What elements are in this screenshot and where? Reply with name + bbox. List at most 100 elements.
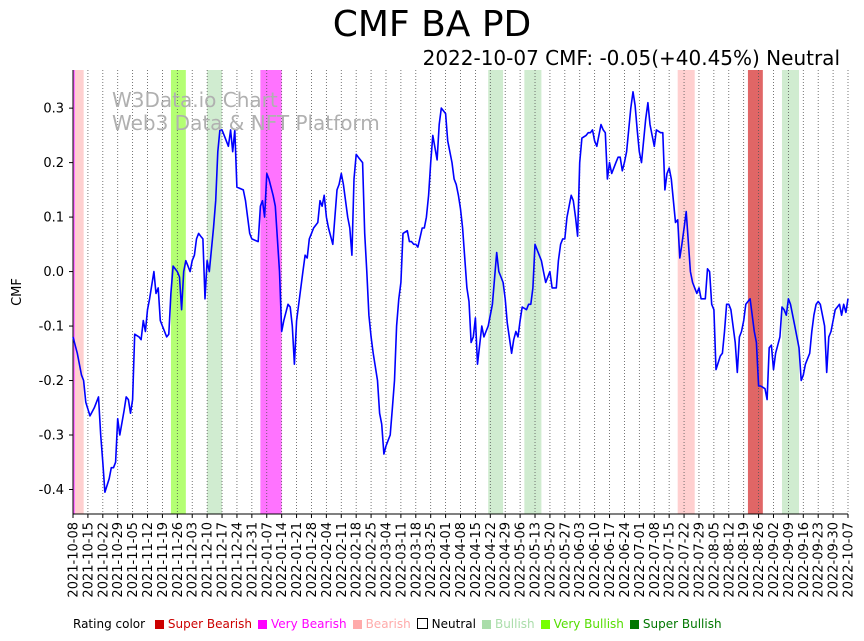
x-tick-label: 2022-05-13 — [529, 522, 544, 598]
x-tick-label: 2022-06-03 — [573, 522, 588, 598]
x-tick-label: 2021-10-29 — [111, 522, 126, 598]
x-tick-label: 2022-05-27 — [558, 522, 573, 598]
y-tick-label: -0.3 — [39, 429, 64, 444]
x-tick-label: 2022-08-26 — [752, 522, 767, 598]
x-tick-label: 2022-02-18 — [350, 522, 365, 598]
x-tick-label: 2021-12-31 — [245, 522, 260, 598]
rating-band-bullish — [781, 70, 800, 514]
y-tick-label: -0.2 — [39, 374, 64, 389]
x-tick-label: 2021-10-08 — [67, 522, 82, 598]
chart-subtitle: 2022-10-07 CMF: -0.05(+40.45%) Neutral — [422, 46, 840, 70]
cmf-series-line — [72, 91, 849, 494]
x-tick-label: 2022-07-29 — [692, 522, 707, 598]
x-tick-label: 2022-04-01 — [439, 522, 454, 598]
x-tick-label: 2022-09-30 — [827, 522, 842, 598]
y-tick-label: 0.3 — [43, 102, 64, 117]
legend-item-super-bearish: Super Bearish — [154, 617, 252, 631]
x-tick-label: 2022-07-15 — [663, 522, 678, 598]
legend-swatch — [352, 620, 362, 629]
legend-item-bullish: Bullish — [481, 617, 535, 631]
legend-item-label: Bullish — [494, 617, 535, 631]
x-tick-label: 2022-09-16 — [797, 522, 812, 598]
legend-swatch — [257, 620, 267, 629]
x-tick-label: 2022-06-10 — [588, 522, 603, 598]
x-tick-label: 2021-12-03 — [186, 522, 201, 598]
x-tick-label: 2022-09-09 — [782, 522, 797, 598]
x-tick-label: 2022-06-17 — [603, 522, 618, 598]
x-tick-label: 2022-04-08 — [454, 522, 469, 598]
legend-item-label: Super Bullish — [642, 617, 722, 631]
x-tick-label: 2022-08-19 — [737, 522, 752, 598]
x-tick-label: 2022-05-20 — [543, 522, 558, 598]
legend-label: Rating color — [73, 617, 146, 631]
watermark-line-2: Web3 Data & NFT Platform — [112, 111, 380, 135]
legend-item-label: Super Bearish — [167, 617, 252, 631]
legend-item-bearish: Bearish — [352, 617, 411, 631]
x-tick-label: 2022-03-25 — [424, 522, 439, 598]
x-tick-label: 2022-02-25 — [365, 522, 380, 598]
chart-title: CMF BA PD — [332, 4, 532, 45]
x-tick-label: 2021-11-19 — [156, 522, 171, 598]
x-tick-label: 2022-03-18 — [409, 522, 424, 598]
legend-item-neutral: Neutral — [416, 617, 476, 631]
legend-item-very-bearish: Very Bearish — [257, 617, 347, 631]
x-tick-label: 2021-10-22 — [96, 522, 111, 598]
legend-swatch — [154, 620, 164, 629]
x-tick-label: 2022-02-11 — [335, 522, 350, 598]
x-tick-label: 2022-08-12 — [722, 522, 737, 598]
x-tick-label: 2022-06-24 — [618, 522, 633, 598]
x-tick-label: 2022-07-22 — [678, 522, 693, 598]
x-tick-label: 2021-12-24 — [230, 522, 245, 598]
x-tick-label: 2022-10-07 — [842, 522, 857, 598]
rating-band-very-bullish — [170, 70, 186, 514]
x-tick-label: 2021-12-10 — [201, 522, 216, 598]
legend-swatch — [416, 618, 428, 629]
x-tick-label: 2022-05-06 — [514, 522, 529, 598]
x-tick-label: 2022-01-28 — [305, 522, 320, 598]
x-tick-label: 2021-11-05 — [126, 522, 141, 598]
watermark: W3Data.io Chart Web3 Data & NFT Platform — [112, 89, 380, 135]
y-tick-label: 0.0 — [43, 265, 64, 280]
x-tick-label: 2022-03-11 — [394, 522, 409, 598]
rating-band-super-bearish — [747, 70, 763, 514]
rating-band-bullish — [207, 70, 223, 514]
legend-item-label: Neutral — [431, 617, 476, 631]
x-tick-label: 2022-04-22 — [484, 522, 499, 598]
x-tick-label: 2021-12-17 — [216, 522, 231, 598]
x-tick-label: 2022-09-02 — [767, 522, 782, 598]
rating-band-bearish — [677, 70, 695, 514]
legend-swatch — [540, 620, 550, 629]
y-axis-label: CMF — [10, 278, 25, 306]
x-tick-label: 2022-03-04 — [379, 522, 394, 598]
x-tick-label: 2021-11-12 — [141, 522, 156, 598]
rating-band-bullish — [488, 70, 504, 514]
rating-band-very-bearish — [73, 70, 76, 514]
legend-swatch — [481, 620, 491, 629]
y-tick-label: -0.1 — [39, 320, 64, 335]
rating-band-very-bearish — [260, 70, 282, 514]
x-tick-label: 2022-04-15 — [469, 522, 484, 598]
legend-item-super-bullish: Super Bullish — [629, 617, 722, 631]
x-tick-label: 2022-07-01 — [633, 522, 648, 598]
x-tick-label: 2022-01-21 — [290, 522, 305, 598]
rating-legend: Rating color Super Bearish Very Bearish Be… — [73, 617, 728, 631]
rating-band-bearish — [75, 70, 84, 514]
x-tick-label: 2022-01-14 — [275, 522, 290, 598]
legend-item-very-bullish: Very Bullish — [540, 617, 624, 631]
x-tick-label: 2021-10-15 — [81, 522, 96, 598]
y-tick-label: 0.2 — [43, 156, 64, 171]
legend-item-label: Bearish — [365, 617, 411, 631]
y-tick-label: -0.4 — [39, 483, 64, 498]
watermark-line-1: W3Data.io Chart — [112, 88, 278, 112]
x-tick-label: 2022-08-05 — [707, 522, 722, 598]
legend-item-label: Very Bearish — [270, 617, 347, 631]
y-tick-label: 0.1 — [43, 211, 64, 226]
legend-swatch — [629, 620, 639, 629]
x-tick-label: 2022-02-04 — [320, 522, 335, 598]
x-tick-label: 2022-07-08 — [648, 522, 663, 598]
legend-item-label: Very Bullish — [553, 617, 624, 631]
x-tick-label: 2022-01-07 — [260, 522, 275, 598]
x-tick-label: 2021-11-26 — [171, 522, 186, 598]
x-tick-label: 2022-09-23 — [812, 522, 827, 598]
